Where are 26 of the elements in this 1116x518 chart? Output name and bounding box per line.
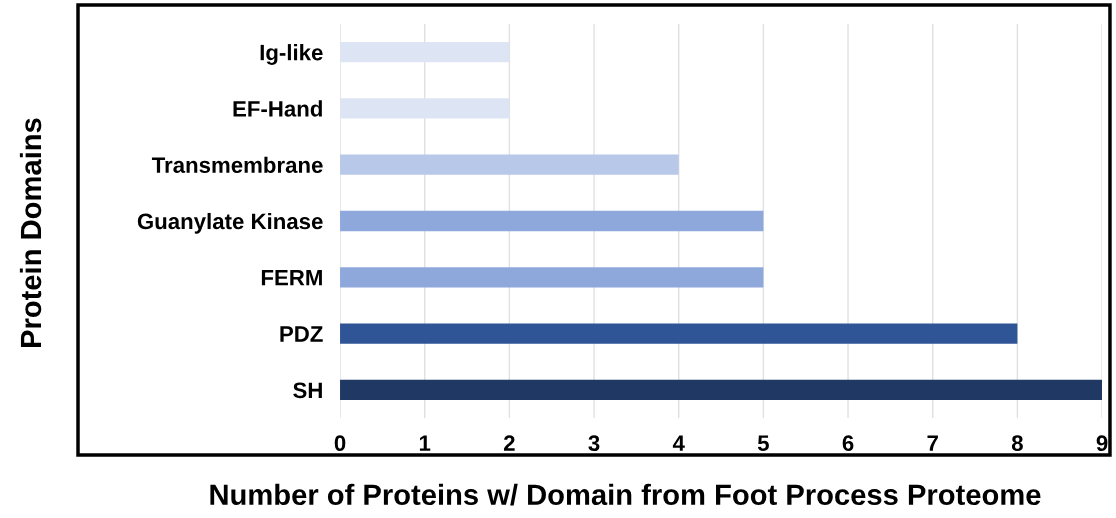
bar	[340, 379, 1103, 401]
y-axis-title: Protein Domains	[19, 118, 42, 348]
x-tick-label: 3	[588, 435, 600, 452]
y-tick-label: Ig-like	[260, 44, 323, 65]
x-tick-label: 9	[1096, 435, 1108, 452]
x-tick-label: 5	[757, 435, 769, 452]
y-tick-label: Guanylate Kinase	[137, 212, 323, 234]
bar	[340, 42, 510, 63]
x-tick-label: 7	[927, 435, 938, 451]
bar	[340, 210, 764, 232]
y-tick-label: SH	[293, 382, 322, 399]
x-tick-label: 6	[842, 435, 854, 452]
bar	[340, 154, 679, 175]
y-tick-label: Transmembrane	[151, 156, 323, 173]
y-tick-label: EF-Hand	[233, 100, 322, 117]
bar	[340, 323, 1018, 344]
x-tick-label: 1	[419, 435, 431, 451]
bar	[340, 267, 764, 288]
x-tick-label: 0	[334, 435, 346, 452]
bar	[340, 98, 510, 119]
x-tick-label: 2	[503, 435, 515, 451]
y-tick-label: FERM	[261, 270, 322, 286]
x-tick-label: 8	[1011, 435, 1023, 452]
x-axis-title: Number of Proteins w/ Domain from Foot Process Proteome	[210, 483, 1041, 506]
x-tick-label: 4	[672, 435, 685, 451]
y-tick-label: PDZ	[280, 326, 323, 342]
